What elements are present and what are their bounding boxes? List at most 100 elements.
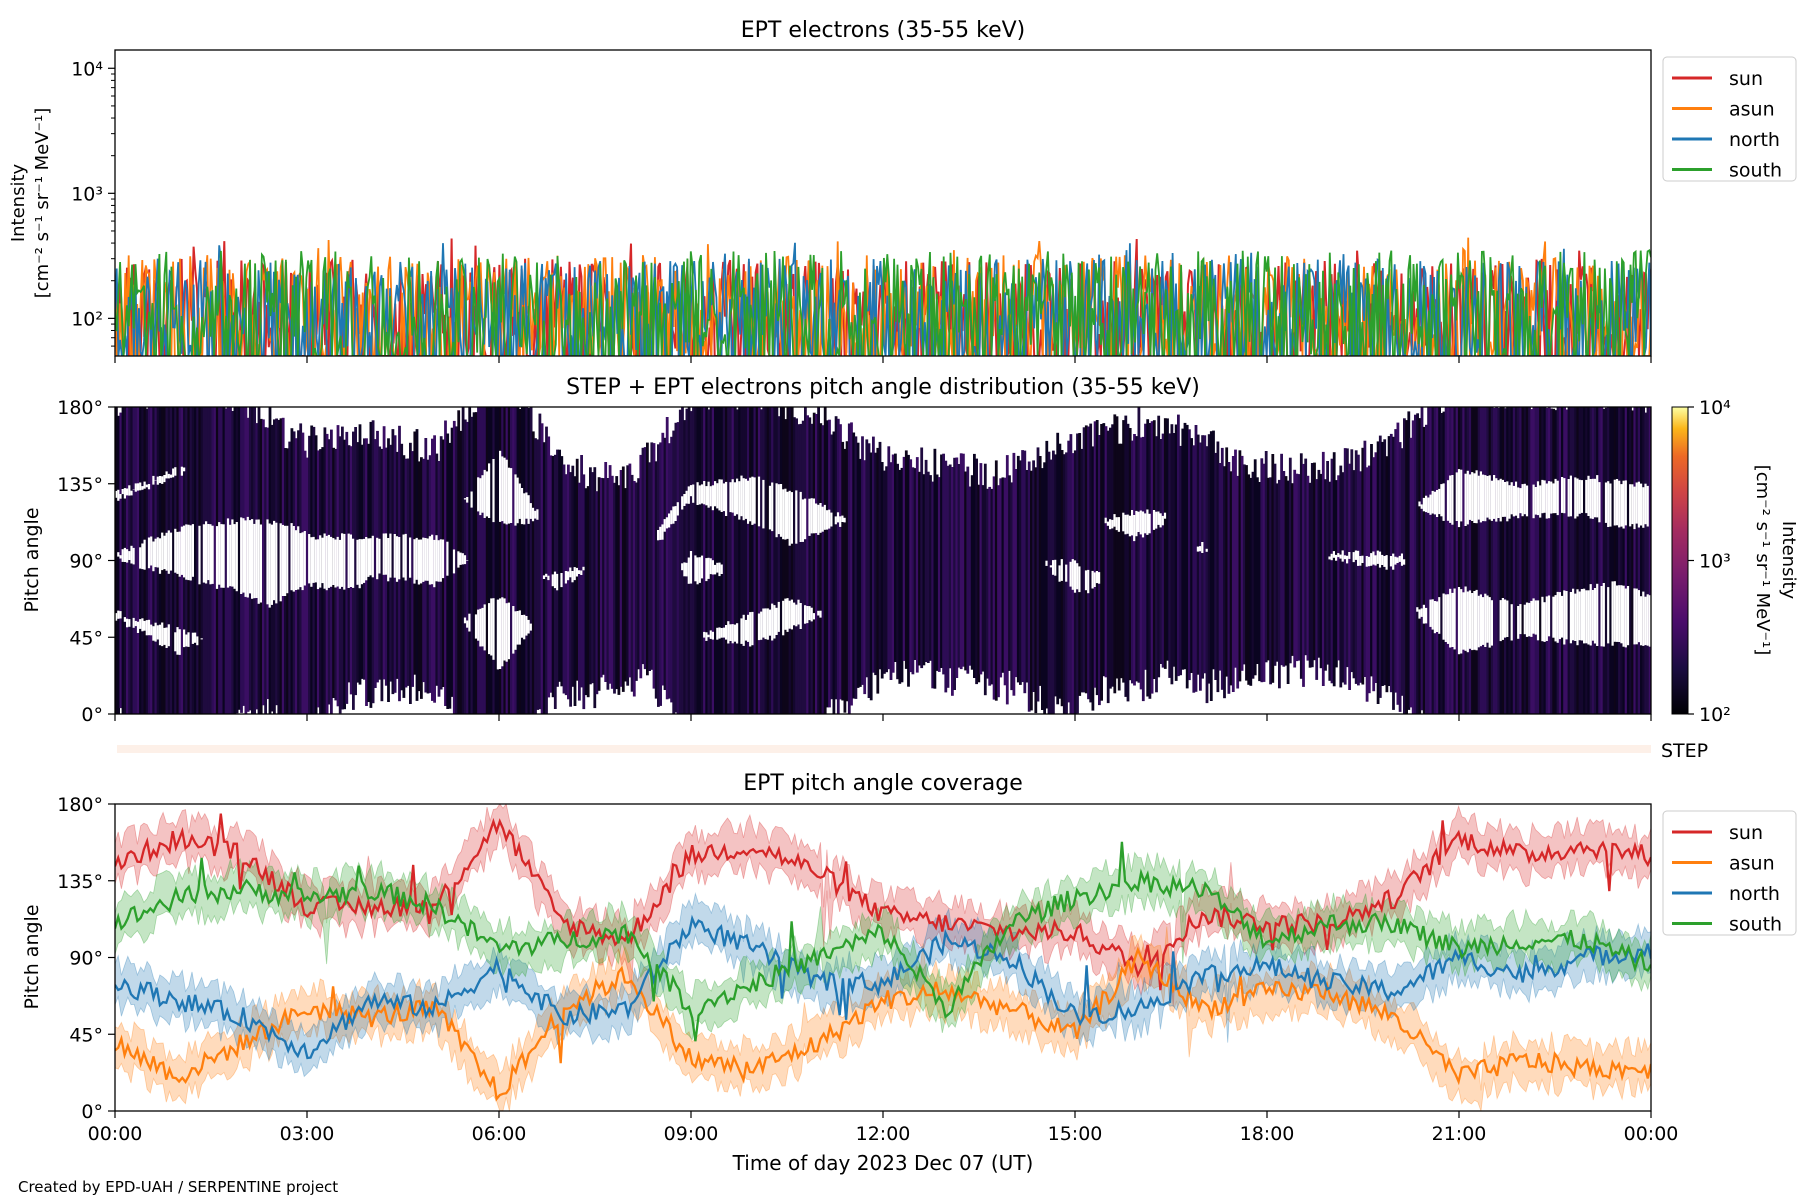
pad-gap	[582, 566, 586, 571]
pad-gap	[1519, 488, 1523, 514]
pad-gap	[1574, 593, 1577, 641]
pad-column	[1082, 427, 1086, 693]
pad-gap	[714, 564, 717, 575]
pad-gap	[1146, 509, 1150, 535]
pad-column	[411, 451, 414, 687]
pad-column	[262, 419, 265, 706]
pad-gap	[560, 573, 564, 588]
y-tick-label: 135°	[57, 871, 103, 893]
pad-column	[907, 454, 910, 687]
pad-column	[766, 407, 770, 714]
pad-gap	[246, 516, 250, 598]
pad-column	[727, 407, 730, 714]
pad-gap	[297, 526, 300, 590]
pad-gap	[1359, 556, 1362, 566]
intensity-legend: sun asun north south	[1662, 56, 1797, 182]
pad-column	[861, 436, 864, 685]
pad-column	[722, 407, 726, 714]
pad-column	[911, 467, 915, 675]
pad-column	[1337, 475, 1340, 661]
pad-gap	[1157, 511, 1161, 525]
pad-column	[1168, 433, 1172, 678]
coverage-band-south	[115, 851, 1651, 1041]
pad-gap	[1534, 600, 1538, 635]
pad-gap	[1473, 473, 1477, 523]
pad-gap	[1126, 514, 1130, 534]
pad-column	[1185, 424, 1189, 689]
pad-column	[1446, 407, 1450, 714]
pad-gap	[1111, 519, 1114, 529]
pad-column	[1278, 479, 1281, 689]
pad-column	[1466, 407, 1470, 714]
pad-gap	[336, 536, 340, 587]
pad-column	[1583, 407, 1586, 714]
pad-gap	[731, 624, 735, 644]
pad-gap	[387, 538, 390, 582]
pad-gap	[518, 610, 522, 645]
pad-column	[479, 407, 483, 714]
pad-gap	[564, 571, 568, 584]
pad-column	[540, 423, 544, 714]
pad-column	[858, 458, 862, 687]
pad-gap	[273, 520, 276, 601]
pad-gap	[479, 608, 483, 647]
pad-gap	[578, 570, 581, 574]
pad-column	[751, 407, 755, 714]
pad-column	[1275, 483, 1279, 662]
pad-gap	[529, 503, 533, 519]
pad-gap	[1587, 475, 1591, 516]
pad-gap	[284, 525, 287, 596]
pad-gap	[1381, 554, 1384, 565]
pad-column	[955, 457, 959, 678]
pad-column	[1304, 458, 1308, 656]
pad-column	[643, 447, 647, 670]
pad-column	[764, 407, 768, 714]
pad-gap	[459, 552, 463, 565]
pad-gap	[424, 538, 428, 581]
pad-gap	[784, 488, 788, 540]
pad-gap	[1124, 514, 1128, 535]
pad-column	[808, 417, 812, 714]
step-bar	[117, 745, 1651, 753]
pad-gap	[736, 478, 739, 515]
pad-gap	[492, 459, 496, 523]
pad-column	[1528, 407, 1531, 714]
credit-text: Created by EPD-UAH / SERPENTINE project	[18, 1178, 338, 1196]
pad-column	[1111, 424, 1114, 687]
pad-column	[514, 407, 518, 714]
pad-column	[1141, 436, 1145, 702]
pad-column	[1479, 407, 1483, 714]
pad-column	[810, 423, 814, 714]
pad-column	[740, 407, 744, 714]
pad-gap	[1532, 598, 1536, 634]
pad-gap	[716, 562, 719, 573]
pad-gap	[161, 476, 164, 484]
pad-column	[784, 419, 788, 714]
pad-gap	[1543, 480, 1547, 513]
pad-column	[729, 407, 733, 714]
pad-gap	[740, 618, 744, 644]
pad-gap	[115, 490, 118, 498]
pad-column	[968, 486, 972, 666]
pad-gap	[130, 545, 134, 564]
pad-gap	[1615, 585, 1619, 642]
pad-gap	[259, 524, 263, 603]
pad-gap	[580, 570, 583, 575]
pad-column	[1400, 448, 1404, 696]
pad-gap	[152, 541, 156, 572]
pad-gap	[1385, 555, 1389, 570]
pad-gap	[1633, 588, 1637, 645]
pad-column	[1539, 407, 1542, 714]
pad-gap	[1433, 601, 1437, 634]
pad-column	[466, 421, 469, 714]
legend-label-north: north	[1729, 129, 1780, 151]
pad-gap	[514, 611, 518, 650]
pad-gap	[520, 488, 524, 525]
pad-column	[909, 459, 913, 673]
pad-gap	[435, 535, 439, 582]
pad-gap	[323, 533, 327, 589]
pad-gap	[294, 530, 298, 590]
pad-column	[1585, 407, 1588, 714]
coverage-band-asun	[115, 926, 1651, 1111]
pad-gap	[828, 509, 831, 529]
